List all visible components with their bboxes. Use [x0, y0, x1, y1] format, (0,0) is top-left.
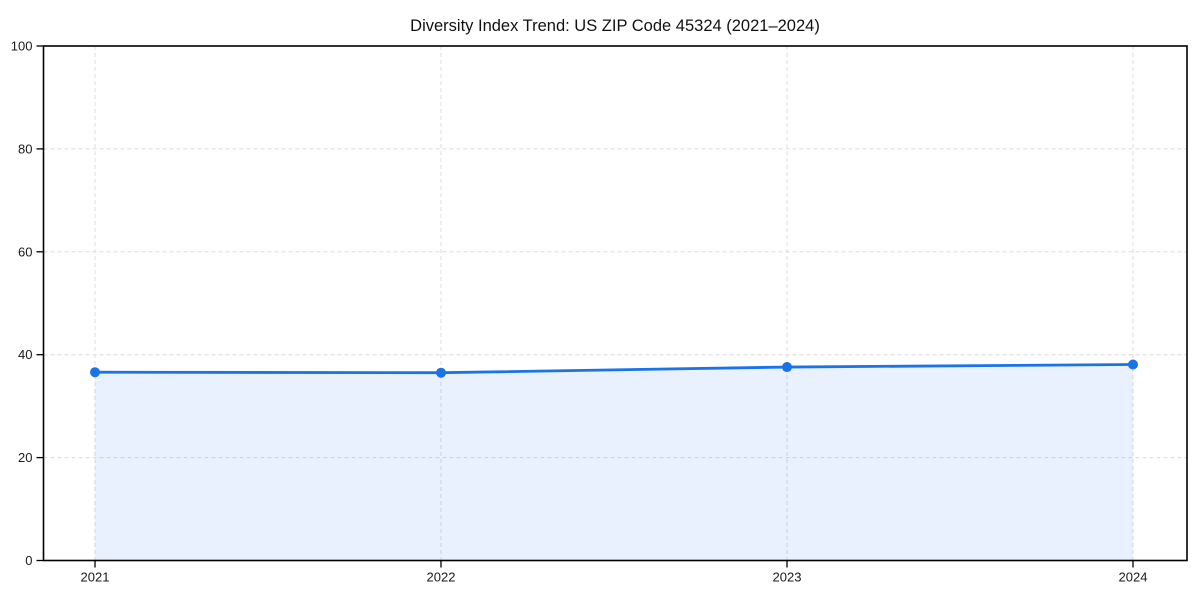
y-axis-tick-label: 80	[18, 141, 32, 156]
data-point-marker	[436, 367, 446, 378]
x-axis-tick-label: 2024	[1119, 570, 1148, 585]
x-axis-tick-label: 2023	[773, 570, 802, 585]
data-point-marker	[1128, 359, 1138, 370]
plot-spines	[42, 45, 1188, 562]
y-axis-tick-label: 60	[18, 244, 32, 259]
y-axis-tick-label: 40	[18, 347, 32, 362]
y-axis-tick-label: 0	[25, 553, 32, 568]
x-axis-tick-label: 2021	[81, 570, 110, 585]
plot-area: 0 20 40 60 80 100 2021 2022 2023 2024	[11, 39, 1188, 585]
data-point-marker	[782, 362, 792, 373]
x-axis-tick-label: 2022	[427, 570, 456, 585]
trend-line	[93, 363, 1135, 375]
y-axis-tick-label: 20	[18, 450, 32, 465]
y-axis-tick-label: 100	[11, 39, 33, 54]
chart-title: Diversity Index Trend: US ZIP Code 45324…	[410, 17, 820, 35]
data-point-marker	[90, 367, 100, 378]
area-fill	[95, 364, 1133, 561]
